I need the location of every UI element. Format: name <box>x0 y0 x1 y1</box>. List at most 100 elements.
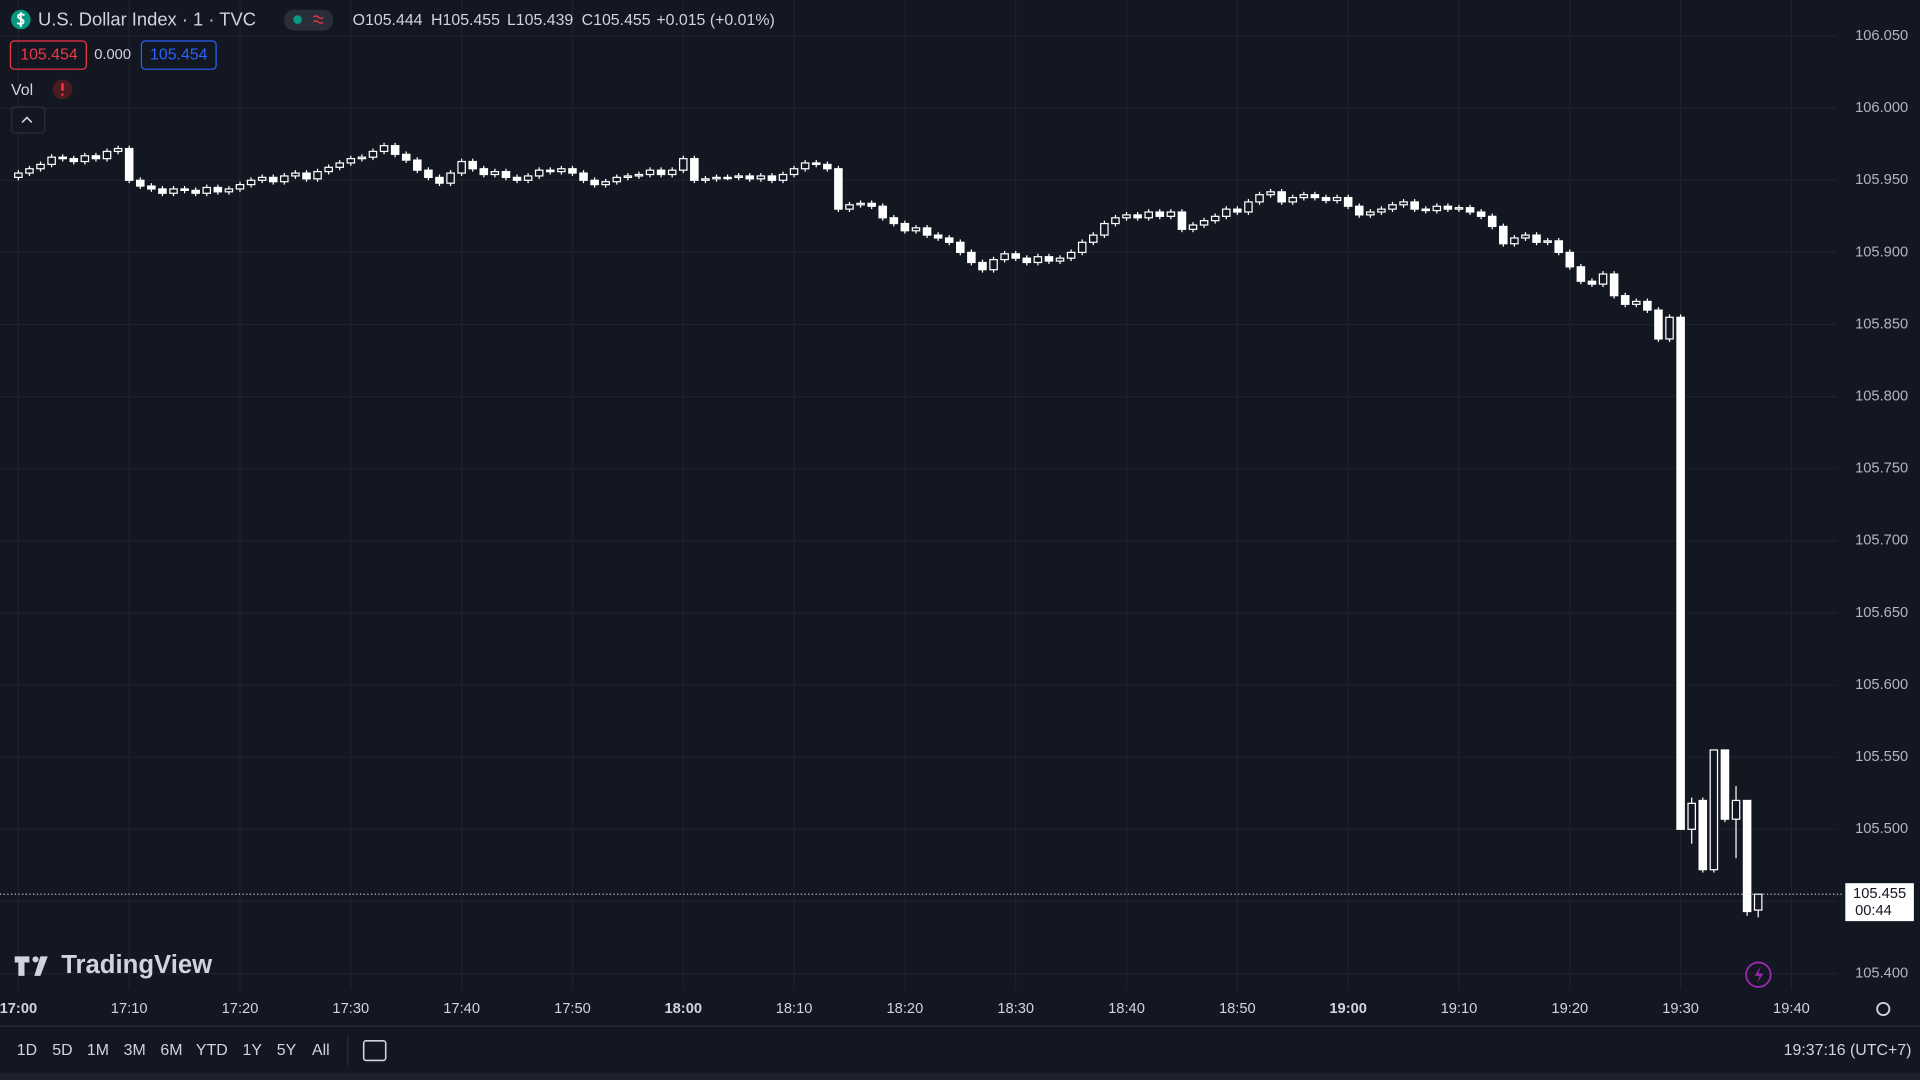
y-tick-label: 105.900 <box>1855 244 1908 260</box>
candle-body <box>1388 204 1397 210</box>
candle-body <box>1332 196 1342 202</box>
candle-body <box>91 155 101 160</box>
candle-body <box>1310 194 1320 199</box>
range-button[interactable]: 1D <box>17 1042 37 1059</box>
candle-body <box>834 168 843 210</box>
candle-body <box>1432 205 1442 212</box>
candle-body <box>1510 237 1519 245</box>
candle-body <box>357 156 367 160</box>
candle-body <box>534 169 544 177</box>
y-tick-label: 105.750 <box>1855 461 1908 477</box>
x-tick-label: 18:40 <box>1108 1001 1145 1017</box>
candle-body <box>268 176 278 183</box>
range-button[interactable]: 1M <box>87 1042 109 1059</box>
candle-body <box>1188 224 1198 230</box>
candle-body <box>158 188 167 194</box>
range-button[interactable]: 1Y <box>243 1042 263 1059</box>
ohlc-value: L105.439 <box>507 12 573 29</box>
candle-body <box>568 168 577 174</box>
indicator-name[interactable]: Vol <box>11 82 33 99</box>
candle-body <box>368 150 378 158</box>
y-tick-label: 105.500 <box>1855 821 1908 837</box>
candle-body <box>590 179 599 186</box>
candle-body <box>1565 251 1575 268</box>
clock[interactable]: 19:37:16 (UTC+7) <box>1784 1042 1912 1059</box>
y-tick-label: 105.700 <box>1855 533 1908 549</box>
y-tick-label: 105.650 <box>1855 605 1908 621</box>
candle-body <box>180 188 189 191</box>
date-range-icon[interactable] <box>362 1040 387 1062</box>
candle-body <box>856 202 865 206</box>
collapse-button[interactable] <box>11 106 46 134</box>
candle-body <box>102 150 112 160</box>
candle-body <box>579 172 588 181</box>
buy-box[interactable] <box>140 40 217 70</box>
x-tick-label: 17:30 <box>332 1001 369 1017</box>
candle-body <box>1399 201 1408 206</box>
bid-price[interactable]: 105.454 <box>20 46 78 63</box>
watermark: TradingView <box>61 951 213 979</box>
candle-body <box>202 186 212 194</box>
candle-body <box>1244 201 1253 213</box>
range-button[interactable]: YTD <box>196 1042 228 1059</box>
alert-glyph <box>1754 966 1764 984</box>
range-button[interactable]: 3M <box>124 1042 146 1059</box>
plot <box>0 142 1845 918</box>
candle-body <box>745 175 755 180</box>
candle-body <box>1277 191 1286 203</box>
alert-icon[interactable] <box>1745 961 1772 988</box>
candle-body <box>457 160 466 174</box>
x-tick-label: 19:10 <box>1441 1001 1478 1017</box>
candle-body <box>1366 211 1375 216</box>
ohlc-value: O105.444 <box>353 12 423 29</box>
candle-body <box>1676 316 1685 830</box>
candle-body <box>778 173 788 181</box>
status-pill[interactable] <box>284 9 334 31</box>
candle-body <box>978 261 987 271</box>
candle-body <box>435 176 444 184</box>
range-button[interactable]: All <box>312 1042 330 1059</box>
sell-box[interactable] <box>9 40 87 70</box>
settings-icon[interactable] <box>1876 1001 1891 1017</box>
candle-body <box>1044 256 1054 262</box>
candle-body <box>302 172 311 180</box>
range-button[interactable]: 5D <box>52 1042 72 1059</box>
candle-body <box>811 162 821 166</box>
x-tick-label: 19:30 <box>1662 1001 1699 1017</box>
x-tick-label: 18:30 <box>997 1001 1034 1017</box>
candle-body <box>989 258 998 271</box>
candle-body <box>601 181 610 186</box>
candle-body <box>1022 257 1032 264</box>
x-tick-label: 18:00 <box>664 1001 702 1017</box>
candle-body <box>1155 211 1165 217</box>
candle-body <box>1122 214 1131 219</box>
candle-body <box>490 171 500 176</box>
candle-body <box>1454 207 1464 210</box>
candle-body <box>1609 273 1619 297</box>
ohlc-value: +0.015 (+0.01%) <box>656 12 775 29</box>
range-button[interactable]: 5Y <box>277 1042 297 1059</box>
candle-body <box>1521 234 1530 239</box>
ask-price[interactable]: 105.454 <box>150 46 208 63</box>
symbol-title[interactable]: U.S. Dollar Index · 1 · TVC <box>38 9 256 30</box>
candle-body <box>1100 222 1109 236</box>
candle-body <box>1587 280 1597 285</box>
candle-body <box>14 172 23 179</box>
candle-body <box>956 241 965 254</box>
candle-body <box>800 162 810 170</box>
candle-body <box>512 176 522 181</box>
candle-body <box>557 168 566 173</box>
candle-body <box>113 147 123 153</box>
candle-body <box>1011 253 1021 259</box>
candle-body <box>1033 256 1043 264</box>
x-tick-label: 18:20 <box>887 1001 924 1017</box>
candle-body <box>36 163 45 170</box>
candle-body <box>80 155 90 163</box>
x-tick-label: 17:00 <box>0 1001 37 1017</box>
ohlc-value: C105.455 <box>582 12 651 29</box>
candle-body <box>468 160 477 170</box>
candle-body <box>1233 208 1242 213</box>
candle-body <box>58 156 67 160</box>
spread: 0.000 <box>94 47 131 63</box>
range-button[interactable]: 6M <box>160 1042 182 1059</box>
